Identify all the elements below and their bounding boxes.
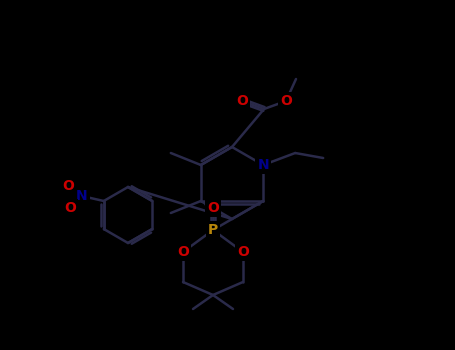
Text: O: O <box>64 201 76 215</box>
Text: O: O <box>280 94 292 108</box>
Text: O: O <box>62 179 74 193</box>
Text: O: O <box>237 245 249 259</box>
Text: O: O <box>177 245 189 259</box>
Text: O: O <box>236 94 248 108</box>
Text: P: P <box>208 223 218 237</box>
Text: O: O <box>207 201 219 215</box>
Text: N: N <box>76 189 87 203</box>
Text: N: N <box>258 158 269 172</box>
